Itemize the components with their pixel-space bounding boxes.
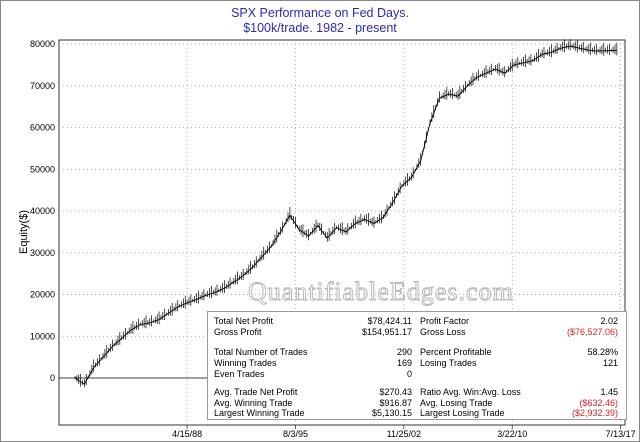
watermark: QuantifiableEdges.com [248,277,514,307]
stat-value: 169 [396,358,412,368]
y-tick-label: 10000 [30,331,55,341]
equity-series [74,39,618,388]
stat-label: Avg. Winning Trade [214,398,293,408]
stat-label: Percent Profitable [420,347,492,357]
x-tick-label: 8/3/95 [283,429,308,439]
y-tick-label: 30000 [30,248,55,258]
x-tick-label: 3/22/10 [497,429,527,439]
stat-label: Gross Loss [420,327,466,337]
stat-label: Total Net Profit [214,316,274,326]
y-tick-label: 0 [50,373,55,383]
chart-title: SPX Performance on Fed Days. [231,6,409,20]
stat-label: Largest Losing Trade [420,408,505,418]
stat-value: 1.45 [600,387,618,397]
y-tick-label: 40000 [30,206,55,216]
stat-label: Avg. Trade Net Profit [214,387,298,397]
stat-value: 58.28% [587,347,618,357]
stat-label: Winning Trades [214,358,277,368]
stat-label: Losing Trades [420,358,477,368]
stat-value-negative: ($76,527.06) [566,327,618,337]
stat-label: Largest Winning Trade [214,408,305,418]
x-tick-label: 4/15/88 [172,429,202,439]
x-axis-ticks: 4/15/88 8/3/95 11/25/02 3/22/10 7/13/17 [172,425,636,439]
stat-value: $270.43 [379,387,412,397]
x-tick-label: 11/25/02 [387,429,421,439]
stat-value: 121 [602,358,618,368]
stat-value: $916.87 [379,398,412,408]
stat-value: $78,424.11 [367,316,412,326]
stat-value: $154,951.17 [361,327,412,337]
y-tick-label: 20000 [30,290,55,300]
stats-table: Total Net Profit $78,424.11 Gross Profit… [207,311,627,420]
stat-label: Ratio Avg. Win:Avg. Loss [420,387,521,397]
stat-label: Gross Profit [214,327,262,337]
y-tick-label: 70000 [30,81,55,91]
stat-value-negative: ($2,932.39) [571,408,618,418]
y-tick-label: 50000 [30,164,55,174]
y-axis-ticks: 0 10000 20000 30000 40000 50000 60000 70000 8000… [30,39,55,383]
stat-label: Avg. Losing Trade [420,398,493,408]
stat-label: Profit Factor [420,316,470,326]
x-tick-label: 7/13/17 [606,429,636,439]
stat-value: $5,130.15 [371,408,412,418]
stat-value: 290 [396,347,412,357]
y-axis-label: Equity($) [18,210,30,254]
stat-value-negative: ($632.46) [579,398,618,408]
stat-value: 2.02 [600,316,618,326]
y-tick-label: 80000 [30,39,55,49]
y-tick-label: 60000 [30,123,55,133]
stat-value: 0 [406,369,412,379]
chart-subtitle: $100k/trade. 1982 - present [243,21,397,35]
stat-label: Total Number of Trades [214,347,308,357]
stat-label: Even Trades [214,369,265,379]
